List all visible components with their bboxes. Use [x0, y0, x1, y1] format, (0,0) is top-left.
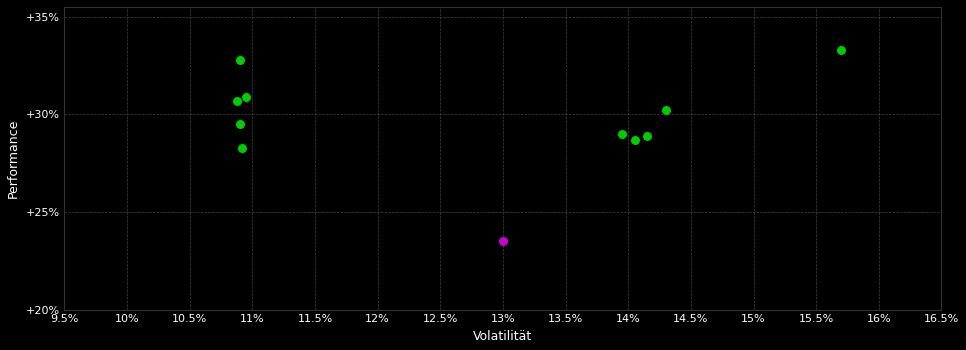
Point — [235, 145, 250, 150]
Point — [239, 94, 254, 100]
Point — [614, 131, 630, 137]
Point — [496, 238, 511, 244]
X-axis label: Volatilität: Volatilität — [473, 330, 532, 343]
Point — [627, 137, 642, 142]
Point — [232, 121, 247, 127]
Point — [232, 57, 247, 62]
Point — [639, 133, 655, 139]
Point — [834, 47, 849, 53]
Point — [230, 98, 245, 104]
Y-axis label: Performance: Performance — [7, 119, 20, 198]
Point — [658, 108, 673, 113]
